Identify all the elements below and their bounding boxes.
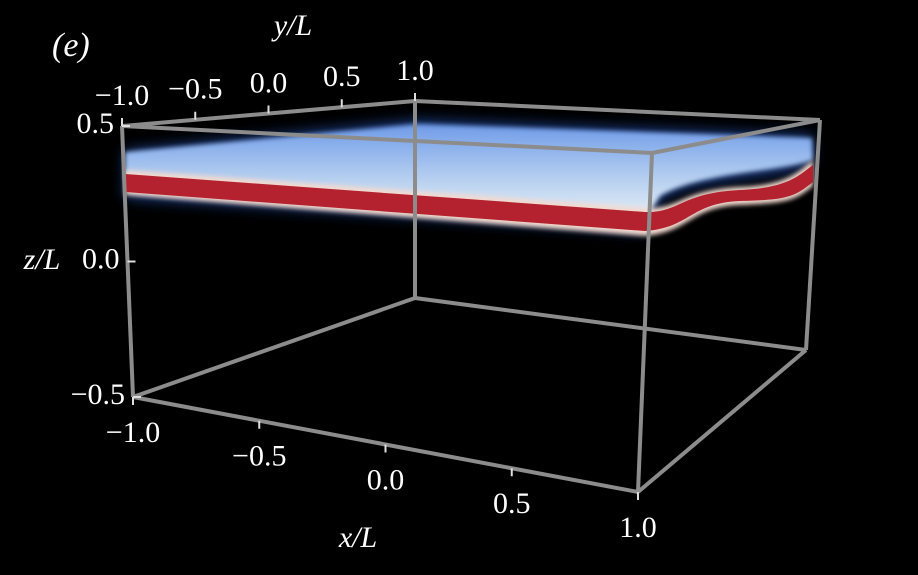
box-edge xyxy=(414,296,807,352)
volume-band xyxy=(125,165,813,231)
tick-label: 0.0 xyxy=(367,463,405,496)
z-axis-label: z/L xyxy=(23,243,61,276)
y-axis-label: y/L xyxy=(271,9,312,42)
tick-label: −0.5 xyxy=(232,440,286,473)
tick-label: 0.5 xyxy=(77,107,115,140)
tick-label: 1.0 xyxy=(619,511,657,544)
box-edge xyxy=(636,348,808,494)
box-edge xyxy=(132,296,416,399)
box-edge xyxy=(804,119,822,351)
tick-label: 0.0 xyxy=(250,66,288,99)
tick-label: −0.5 xyxy=(168,73,222,106)
tick-label: 0.0 xyxy=(82,242,120,275)
tick-label: 0.5 xyxy=(493,487,531,520)
box-edge xyxy=(636,152,654,493)
box-edge xyxy=(121,124,653,155)
tick-label: −1.0 xyxy=(106,416,160,449)
tick-label: −0.5 xyxy=(71,378,125,411)
panel-label: (e) xyxy=(52,27,90,64)
tick-label: −1.0 xyxy=(95,79,149,112)
volume-sheet xyxy=(125,124,813,220)
volume-render xyxy=(125,120,813,236)
tick-label: 0.5 xyxy=(323,60,361,93)
tick-label: 1.0 xyxy=(396,54,434,87)
x-axis-label: x/L xyxy=(338,521,377,554)
box-edge xyxy=(651,118,821,155)
box-edge xyxy=(414,99,821,122)
